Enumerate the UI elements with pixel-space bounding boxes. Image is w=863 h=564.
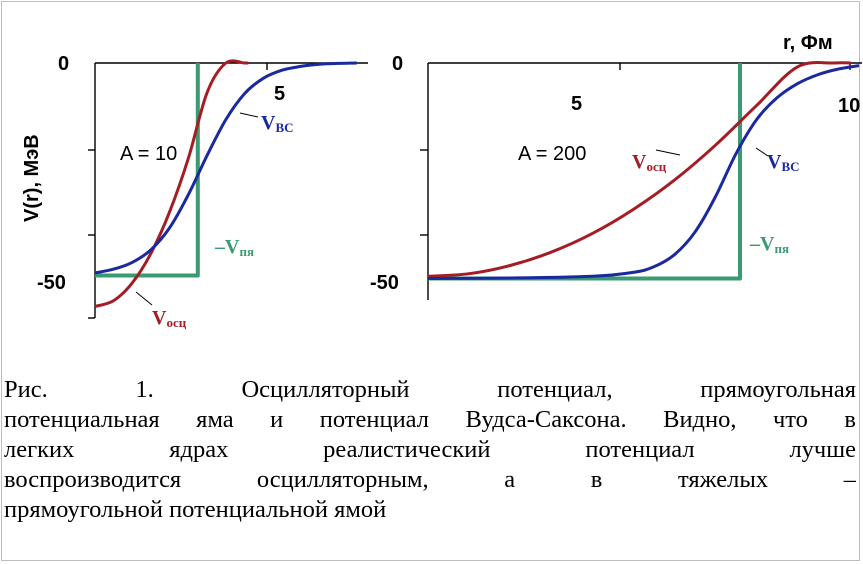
panel-1-bc-label-sub: BC	[275, 120, 293, 135]
panel-2-osc-label: Vосц	[632, 151, 667, 174]
panel-2-series-bc	[427, 64, 860, 280]
panel-2-pw-label-sub: пя	[774, 241, 789, 256]
panel-1-annotation: A = 10	[120, 143, 177, 165]
panel-2-bc-label-main: V	[767, 151, 782, 173]
panel-1-bc-label: VBC	[261, 112, 294, 135]
panel-2-x-tick-10: 10	[838, 95, 860, 117]
panel-1-bc-leader	[239, 112, 259, 118]
figure-caption: Рис. 1. Осцилляторный потенциал, прямоуг…	[4, 375, 856, 525]
panel-1-axes	[88, 62, 368, 319]
panel-1-pw-label-sub: пя	[239, 244, 254, 259]
panel-1-osc-leader	[135, 291, 153, 306]
panel-2-annotation: A = 200	[518, 143, 586, 165]
panel-1-series-osc	[94, 59, 249, 308]
panel-2-series-osc	[427, 61, 851, 278]
panel-2-y-tick-minus50: -50	[370, 272, 399, 294]
panel-2-series-pw	[428, 63, 742, 281]
panel-1-osc-label-main: V	[152, 307, 167, 329]
panel-2-pw-label: –Vпя	[749, 233, 789, 256]
panel-1-pw-label-main: –V	[214, 236, 240, 258]
panel-1-x-tick-5: 5	[274, 83, 285, 105]
panel-2-curves	[427, 61, 860, 281]
panel-1-bc-label-main: V	[261, 112, 276, 134]
panel-2-bc-label: VBC	[767, 151, 800, 174]
panel-1-osc-label: Vосц	[152, 307, 187, 330]
panel-2-osc-label-sub: осц	[646, 159, 666, 174]
panel-1-y-tick-0: 0	[58, 53, 69, 75]
panel-2-axes	[420, 62, 862, 300]
panel-1-y-tick-minus50: -50	[37, 272, 66, 294]
panel-1-pw-label: –Vпя	[214, 236, 254, 259]
panel-2-x-tick-5: 5	[571, 93, 582, 115]
panel-2-bc-leader	[755, 147, 769, 157]
panel-1-series-bc	[94, 61, 357, 275]
panel-2-bc-label-sub: BC	[781, 159, 799, 174]
y-axis-label: V(r), МэВ	[21, 134, 43, 222]
caption-line-5: прямоугольной потенциальной ямой	[4, 496, 387, 523]
potential-chart: V(r), МэВ 0 -50 5 A = 10 0 -50 5 10 r, Ф…	[21, 32, 862, 330]
panel-2-osc-label-main: V	[632, 151, 647, 173]
panel-2-osc-leader	[655, 149, 681, 156]
panel-2-y-tick-0: 0	[392, 53, 403, 75]
x-axis-unit-label: r, Фм	[783, 32, 833, 54]
panel-2-pw-label-main: –V	[749, 233, 775, 255]
caption-line-3: легких ядрах реалистический потенциал лу…	[4, 436, 856, 463]
panel-1-series-pw	[95, 63, 200, 278]
panel-1-osc-label-sub: осц	[166, 315, 186, 330]
panel-1-curves	[94, 59, 357, 308]
caption-line-2: потенциальная яма и потенциал Вудса-Сакс…	[4, 406, 856, 433]
caption-line-4: воспроизводится осцилляторным, а в тяжел…	[4, 466, 856, 493]
caption-line-1: Рис. 1. Осцилляторный потенциал, прямоуг…	[4, 376, 856, 403]
